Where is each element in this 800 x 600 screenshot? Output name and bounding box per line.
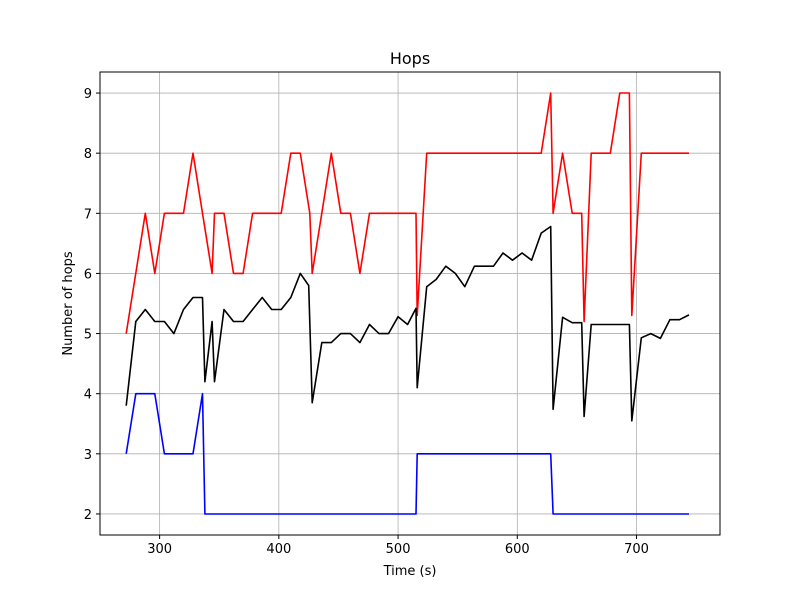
- x-tick-label: 400: [266, 542, 291, 557]
- x-axis-label: Time (s): [383, 564, 437, 579]
- y-tick-label: 5: [84, 328, 92, 343]
- y-tick-label: 4: [84, 388, 92, 403]
- y-tick-label: 7: [84, 207, 92, 222]
- chart-title: Hops: [390, 49, 430, 68]
- series-line-2: [125, 392, 689, 515]
- ticks: 300 400 500 600 700 2 3 4 5 6 7 8 9: [84, 87, 649, 557]
- y-axis-label: Number of hops: [61, 251, 76, 355]
- y-tick-label: 9: [84, 87, 92, 102]
- x-tick-label: 600: [505, 542, 530, 557]
- series-line-1: [125, 225, 690, 422]
- grid: [100, 72, 720, 535]
- series-lines: [125, 92, 690, 515]
- x-tick-label: 700: [624, 542, 649, 557]
- series-line-0: [125, 92, 689, 334]
- y-tick-label: 2: [84, 508, 92, 523]
- y-tick-label: 3: [84, 448, 92, 463]
- x-tick-label: 300: [147, 542, 172, 557]
- plot-frame: [99, 71, 721, 536]
- y-tick-label: 8: [84, 147, 92, 162]
- x-tick-label: 500: [386, 542, 411, 557]
- y-tick-label: 6: [84, 267, 92, 282]
